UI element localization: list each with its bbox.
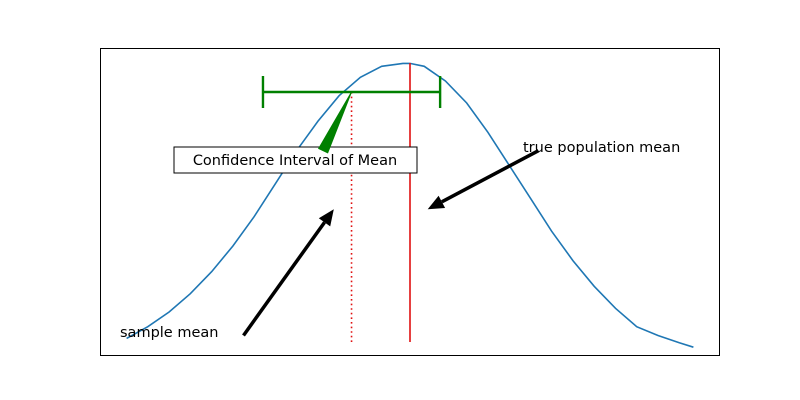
annotation-arrow-head-1 <box>427 195 446 210</box>
sample-mean-label: sample mean <box>120 325 218 341</box>
annotation-arrow-shaft-1 <box>441 149 540 204</box>
annotation-arrow-head-2 <box>318 209 334 227</box>
ci-label-box <box>173 146 418 174</box>
ci-label: Confidence Interval of Mean <box>193 153 397 169</box>
annotation-arrow-shaft-2 <box>242 221 326 337</box>
ci-arrow <box>317 91 352 154</box>
true-mean-label: true population mean <box>523 140 680 156</box>
